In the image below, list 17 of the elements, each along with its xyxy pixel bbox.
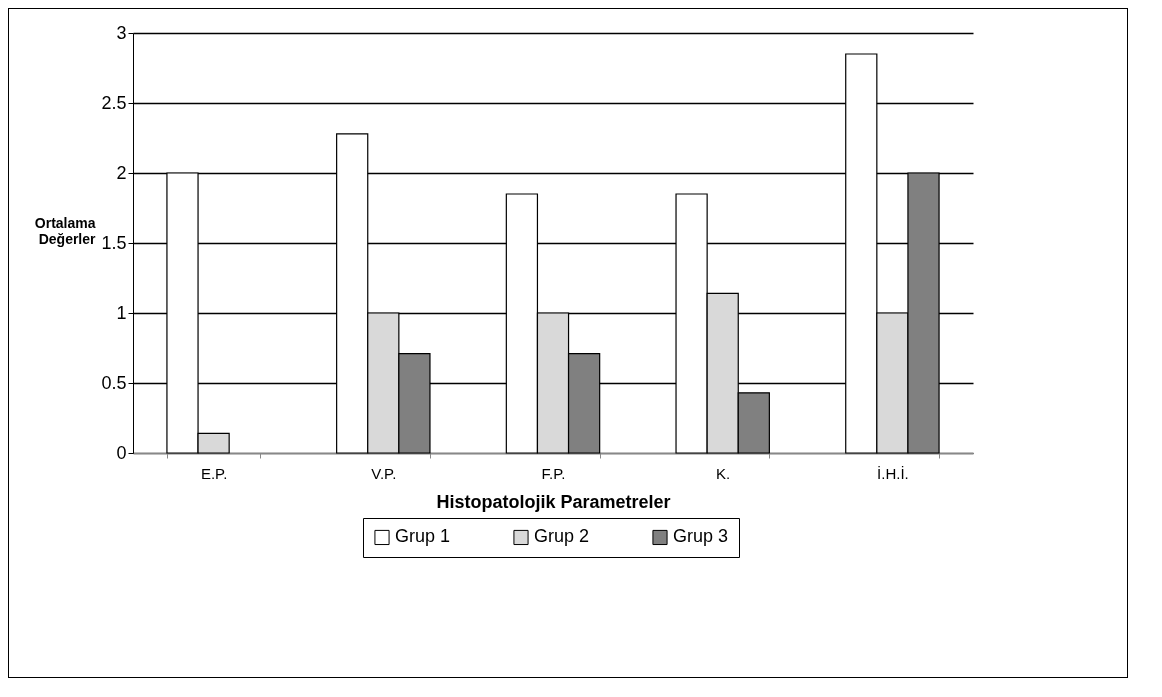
y-axis-title: Ortalama Değerler bbox=[34, 214, 97, 247]
legend-label: Grup 2 bbox=[534, 526, 590, 547]
x-tick-label: E.P. bbox=[200, 464, 228, 482]
y-tick-label: 2 bbox=[116, 162, 127, 183]
legend-label: Grup 3 bbox=[673, 526, 729, 547]
y-tick-label: 1.5 bbox=[101, 232, 127, 253]
legend-label: Grup 1 bbox=[395, 526, 451, 547]
y-tick-label: 0.5 bbox=[101, 372, 127, 393]
y-tick-label: 3 bbox=[116, 22, 127, 43]
y-tick-label: 0 bbox=[116, 442, 127, 463]
x-tick-label: V.P. bbox=[371, 464, 397, 482]
y-tick-label: 2.5 bbox=[101, 92, 127, 113]
x-axis-title: Histopatolojik Parametreler bbox=[436, 491, 671, 512]
x-tick-label: K. bbox=[716, 464, 731, 482]
y-tick-label: 1 bbox=[116, 302, 127, 323]
x-tick-label: İ.H.İ. bbox=[877, 464, 909, 482]
x-tick-label: F.P. bbox=[541, 464, 566, 482]
